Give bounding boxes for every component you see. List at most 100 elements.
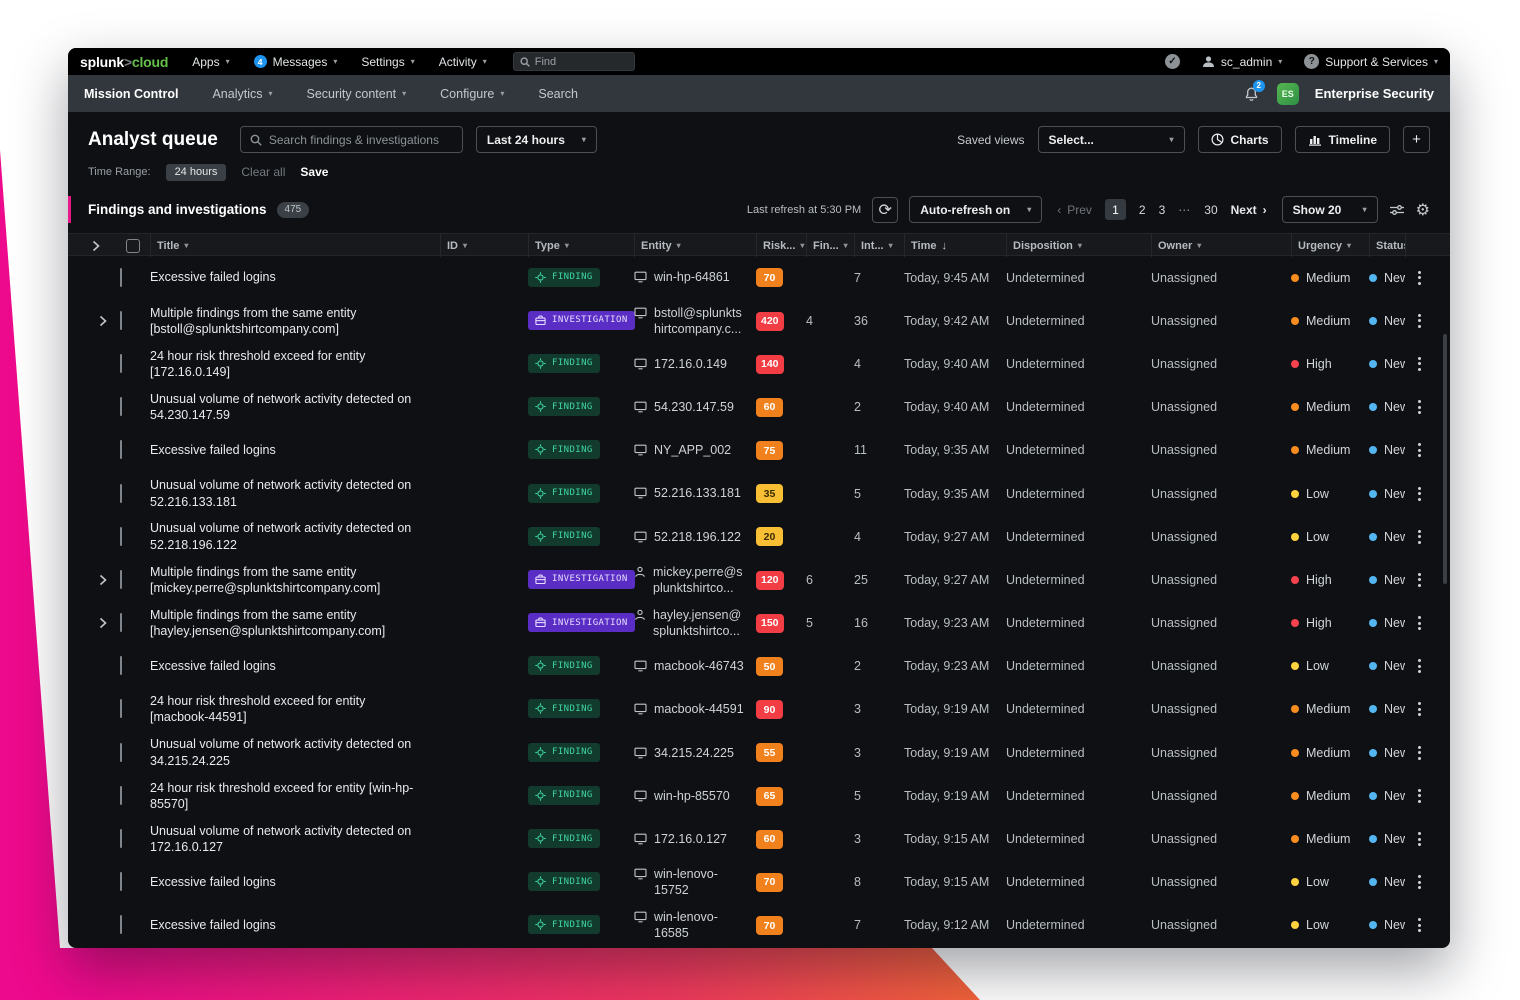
entity-cell[interactable]: macbook-46743 (634, 658, 756, 674)
table-row[interactable]: Multiple findings from the same entity [… (68, 558, 1450, 601)
column-header-id[interactable]: ID ▾ (440, 234, 528, 257)
select-all-checkbox[interactable] (126, 238, 140, 253)
gear-icon[interactable]: ⚙ (1415, 200, 1430, 219)
charts-button[interactable]: Charts (1197, 126, 1282, 153)
page-3-button[interactable]: 3 (1158, 202, 1166, 217)
saved-views-select[interactable]: Select... ▾ (1037, 126, 1185, 153)
entity-cell[interactable]: 34.215.24.225 (634, 745, 756, 761)
row-checkbox[interactable] (120, 872, 122, 892)
table-row[interactable]: Multiple findings from the same entity [… (68, 299, 1450, 342)
prev-page-button[interactable]: ‹ Prev (1057, 202, 1092, 217)
row-actions-kebab-icon[interactable] (1405, 832, 1433, 847)
time-range-chip[interactable]: 24 hours (165, 163, 227, 181)
finding-title[interactable]: Multiple findings from the same entity [… (150, 305, 357, 336)
table-row[interactable]: 24 hour risk threshold exceed for entity… (68, 774, 1450, 817)
entity-cell[interactable]: 172.16.0.149 (634, 356, 756, 372)
row-checkbox[interactable] (120, 397, 122, 417)
column-settings-icon[interactable] (1389, 203, 1405, 217)
finding-title[interactable]: 24 hour risk threshold exceed for entity… (150, 780, 414, 811)
support-services-menu[interactable]: ? Support & Services ▾ (1304, 54, 1438, 69)
column-header-select-all[interactable] (120, 234, 150, 257)
table-row[interactable]: Excessive failed logins FINDING win-lenovo… (68, 904, 1450, 947)
column-header-risk[interactable]: Risk... ▾ (756, 234, 806, 257)
table-row[interactable]: Excessive failed logins FINDING NY_APP_002… (68, 429, 1450, 472)
row-actions-kebab-icon[interactable] (1405, 529, 1433, 544)
vertical-scrollbar[interactable] (1443, 334, 1447, 584)
column-header-actions[interactable] (1405, 234, 1433, 257)
finding-title[interactable]: Unusual volume of network activity detec… (150, 521, 412, 552)
tab-configure[interactable]: Configure ▾ (440, 86, 505, 101)
finding-title[interactable]: Excessive failed logins (150, 918, 276, 933)
user-menu[interactable]: sc_admin ▾ (1202, 55, 1282, 69)
row-actions-kebab-icon[interactable] (1405, 659, 1433, 674)
menu-settings[interactable]: Settings ▾ (361, 54, 415, 69)
save-button[interactable]: Save (300, 165, 329, 179)
column-header-time[interactable]: Time ↓ (904, 234, 1006, 257)
entity-cell[interactable]: win-lenovo-16585 (634, 909, 756, 942)
column-header-expand-all[interactable] (86, 234, 120, 257)
finding-title[interactable]: Unusual volume of network activity detec… (150, 823, 412, 855)
splunk-cloud-logo[interactable]: splunk>cloud (80, 53, 169, 70)
finding-title[interactable]: 24 hour risk threshold exceed for entity… (150, 348, 366, 379)
column-header-entity[interactable]: Entity ▾ (634, 234, 756, 257)
table-row[interactable]: Excessive failed logins FINDING win-lenovo… (68, 861, 1450, 904)
page-30-button[interactable]: 30 (1204, 202, 1218, 217)
row-checkbox[interactable] (120, 483, 122, 503)
column-header-type[interactable]: Type ▾ (528, 234, 634, 257)
entity-cell[interactable]: mickey.perre@splunktshirtco... (634, 564, 756, 597)
table-row[interactable]: Multiple findings from the same entity [… (68, 602, 1450, 645)
refresh-button[interactable]: ⟳ (872, 196, 899, 223)
next-page-button[interactable]: Next › (1230, 202, 1267, 217)
row-checkbox[interactable] (120, 785, 122, 805)
menu-messages[interactable]: 4 Messages ▾ (253, 55, 337, 69)
menu-apps[interactable]: Apps ▾ (192, 54, 230, 69)
row-checkbox[interactable] (120, 829, 122, 849)
finding-title[interactable]: 24 hour risk threshold exceed for entity… (150, 694, 366, 725)
row-actions-kebab-icon[interactable] (1405, 745, 1433, 760)
column-header-owner[interactable]: Owner ▾ (1151, 234, 1291, 257)
entity-cell[interactable]: 172.16.0.127 (634, 831, 756, 847)
row-actions-kebab-icon[interactable] (1405, 702, 1433, 717)
entity-cell[interactable]: win-lenovo-15752 (634, 866, 756, 899)
tab-mission-control[interactable]: Mission Control (84, 86, 179, 101)
entity-cell[interactable]: 52.218.196.122 (634, 529, 756, 545)
page-1-button[interactable]: 1 (1104, 199, 1126, 220)
row-actions-kebab-icon[interactable] (1405, 788, 1433, 803)
entity-cell[interactable]: win-hp-64861 (634, 269, 756, 285)
find-search-box[interactable] (512, 52, 635, 71)
row-checkbox[interactable] (120, 656, 122, 676)
column-header-urgency[interactable]: Urgency ▾ (1291, 234, 1369, 257)
find-input[interactable] (534, 55, 625, 68)
row-checkbox[interactable] (120, 915, 122, 935)
timeline-button[interactable]: Timeline (1294, 126, 1390, 153)
finding-title[interactable]: Multiple findings from the same entity [… (150, 564, 381, 595)
table-row[interactable]: Unusual volume of network activity detec… (68, 386, 1450, 429)
clear-all-button[interactable]: Clear all (241, 165, 286, 179)
row-checkbox[interactable] (120, 526, 122, 546)
row-checkbox[interactable] (120, 440, 122, 460)
enterprise-security-logo[interactable]: ES (1276, 82, 1299, 105)
entity-cell[interactable]: win-hp-85570 (634, 788, 756, 804)
row-actions-kebab-icon[interactable] (1405, 270, 1433, 285)
entity-cell[interactable]: NY_APP_002 (634, 442, 756, 458)
row-actions-kebab-icon[interactable] (1405, 400, 1433, 415)
row-checkbox[interactable] (120, 613, 122, 633)
column-header-findings[interactable]: Fin... ▾ (806, 234, 854, 257)
finding-title[interactable]: Unusual volume of network activity detec… (150, 391, 412, 423)
entity-cell[interactable]: hayley.jensen@splunktshirtco... (634, 607, 756, 640)
row-actions-kebab-icon[interactable] (1405, 572, 1433, 587)
table-row[interactable]: Unusual volume of network activity detec… (68, 472, 1450, 515)
column-header-disposition[interactable]: Disposition ▾ (1006, 234, 1151, 257)
finding-title[interactable]: Excessive failed logins (150, 270, 276, 285)
tab-security-content[interactable]: Security content ▾ (306, 86, 407, 101)
row-checkbox[interactable] (120, 353, 122, 373)
finding-title[interactable]: Multiple findings from the same entity [… (150, 607, 386, 639)
table-row[interactable]: 24 hour risk threshold exceed for entity… (68, 342, 1450, 385)
finding-title[interactable]: Excessive failed logins (150, 443, 276, 458)
finding-title[interactable]: Unusual volume of network activity detec… (150, 737, 412, 768)
row-actions-kebab-icon[interactable] (1405, 443, 1433, 458)
finding-title[interactable]: Excessive failed logins (150, 875, 276, 890)
row-checkbox[interactable] (120, 742, 122, 762)
chevron-right-icon[interactable] (99, 617, 107, 629)
table-row[interactable]: Unusual volume of network activity detec… (68, 515, 1450, 558)
